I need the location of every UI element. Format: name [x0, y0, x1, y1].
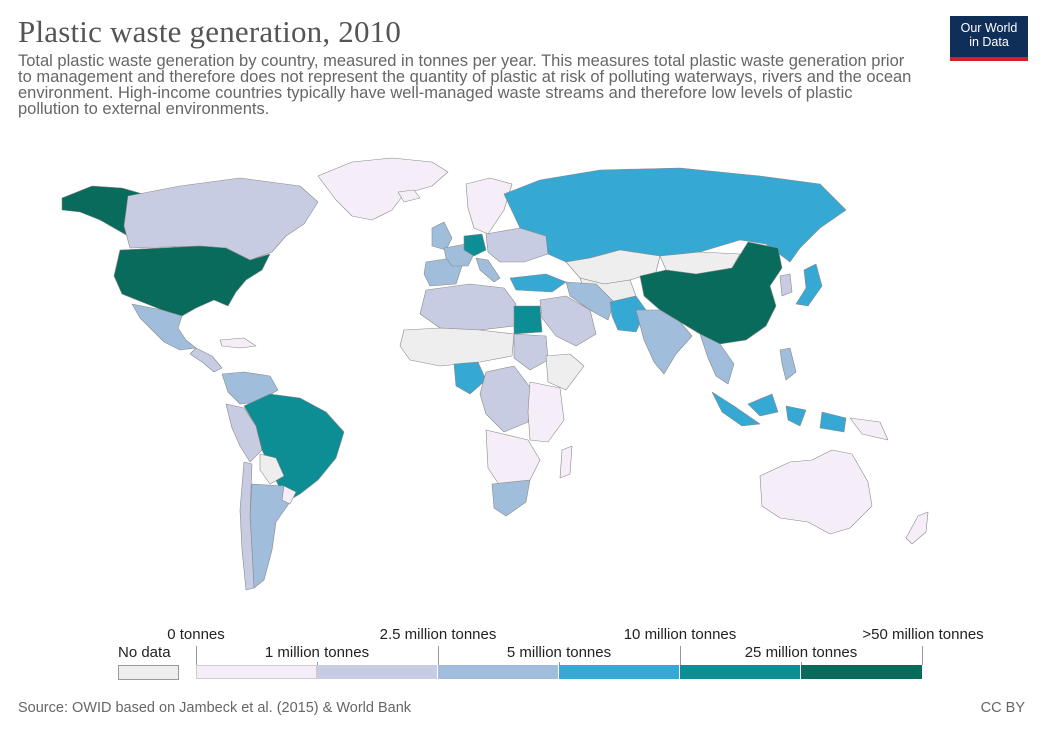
sudan[interactable]	[513, 333, 549, 371]
caribbean[interactable]	[219, 337, 257, 349]
new-zealand[interactable]	[905, 511, 929, 545]
chart-subtitle: Total plastic waste generation by countr…	[18, 52, 912, 118]
paraguay[interactable]	[259, 453, 285, 485]
license-link[interactable]: CC BY	[980, 700, 1025, 716]
korea[interactable]	[779, 273, 793, 297]
central-america[interactable]	[189, 347, 223, 373]
legend-tick	[438, 646, 439, 665]
united-states[interactable]	[113, 245, 271, 317]
italy[interactable]	[475, 257, 501, 283]
nigeria[interactable]	[453, 361, 487, 395]
legend-bin-3	[438, 665, 559, 679]
legend-label-10m: 10 million tonnes	[623, 626, 737, 643]
legend-tick	[680, 646, 681, 665]
chart-title: Plastic waste generation, 2010	[18, 14, 402, 49]
legend-bin-2	[317, 665, 438, 679]
legend-bin-6	[801, 665, 923, 679]
germany[interactable]	[463, 233, 487, 257]
pakistan[interactable]	[609, 295, 647, 333]
southeast-asia[interactable]	[699, 333, 735, 385]
greenland[interactable]	[317, 157, 449, 221]
legend-tick	[922, 646, 923, 665]
turkey[interactable]	[509, 273, 567, 293]
legend-label-0: 0 tonnes	[167, 626, 225, 643]
japan[interactable]	[795, 263, 823, 307]
uruguay[interactable]	[281, 485, 297, 505]
world-map	[61, 157, 929, 591]
legend-tick	[317, 662, 318, 665]
iran[interactable]	[565, 281, 615, 321]
horn-of-africa[interactable]	[545, 353, 585, 391]
peru-bolivia[interactable]	[225, 403, 263, 463]
north-africa[interactable]	[419, 283, 517, 331]
russia[interactable]	[503, 167, 847, 263]
egypt[interactable]	[513, 305, 543, 335]
color-legend: No data 0 tonnes 2.5 million tonnes 10 m…	[0, 620, 1043, 690]
no-data-swatch	[118, 665, 179, 680]
legend-tick	[196, 646, 197, 665]
south-africa[interactable]	[491, 479, 531, 517]
legend-bin-1	[196, 665, 317, 679]
scandinavia[interactable]	[465, 177, 513, 235]
legend-tick	[801, 662, 802, 665]
logo-line-1: Our World	[960, 21, 1018, 35]
legend-label-2-5m: 2.5 million tonnes	[379, 626, 497, 643]
papua-new-guinea[interactable]	[849, 417, 889, 441]
central-africa[interactable]	[479, 365, 533, 433]
legend-label-1m: 1 million tonnes	[264, 644, 370, 661]
legend-label-50m: >50 million tonnes	[862, 626, 984, 643]
indonesia[interactable]	[711, 391, 847, 433]
source-note: Source: OWID based on Jambeck et al. (20…	[18, 700, 412, 716]
owid-logo[interactable]: Our World in Data	[950, 16, 1028, 61]
australia[interactable]	[759, 449, 873, 535]
legend-bin-4	[559, 665, 680, 679]
logo-line-2: in Data	[969, 35, 1009, 49]
legend-bin-5	[680, 665, 801, 679]
saudi-arabia[interactable]	[539, 295, 597, 347]
no-data-label: No data	[118, 644, 171, 661]
sahel[interactable]	[399, 327, 515, 367]
legend-tick	[559, 662, 560, 665]
madagascar[interactable]	[559, 445, 573, 479]
east-africa[interactable]	[527, 381, 565, 443]
legend-label-5m: 5 million tonnes	[506, 644, 612, 661]
iceland[interactable]	[397, 189, 421, 203]
india[interactable]	[635, 309, 693, 375]
united-kingdom[interactable]	[431, 221, 453, 251]
legend-label-25m: 25 million tonnes	[744, 644, 858, 661]
chile[interactable]	[239, 461, 255, 591]
canada[interactable]	[123, 177, 319, 261]
philippines[interactable]	[779, 347, 797, 381]
brazil[interactable]	[243, 393, 345, 503]
